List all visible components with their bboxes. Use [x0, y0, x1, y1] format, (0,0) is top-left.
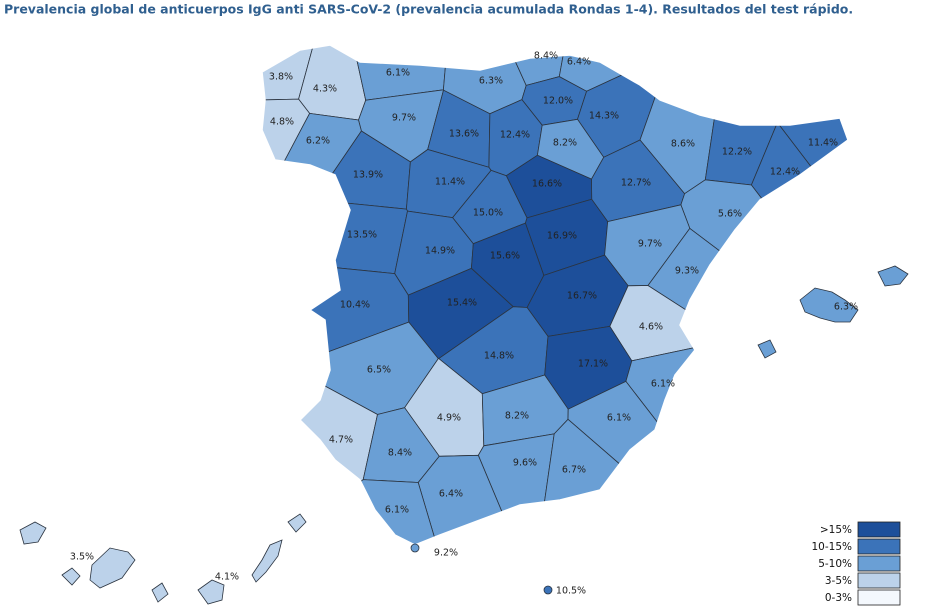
region-label: 3.8% [269, 72, 293, 83]
region-label: 11.4% [435, 177, 465, 188]
region-label: 17.1% [578, 359, 608, 370]
region-label: 15.0% [473, 208, 503, 219]
region-label: 6.3% [479, 76, 503, 87]
region-label: 13.5% [347, 230, 377, 241]
region-label: 4.7% [329, 435, 353, 446]
region-label: 8.4% [388, 448, 412, 459]
region-label: 4.9% [437, 413, 461, 424]
region-label: 16.9% [547, 231, 577, 242]
region-label: 13.6% [449, 129, 479, 140]
region-label: 12.7% [621, 178, 651, 189]
province [262, 98, 311, 340]
legend-label: 5-10% [818, 558, 852, 570]
province [262, 199, 408, 275]
region-label: 8.4% [534, 51, 558, 62]
region-label: 15.6% [490, 251, 520, 262]
region-label: 4.6% [639, 322, 663, 333]
legend-swatch [857, 538, 901, 555]
region-label: 6.1% [385, 505, 409, 516]
legend-label: 10-15% [812, 541, 853, 553]
legend-label: 0-3% [825, 592, 852, 604]
province [750, 121, 848, 409]
province [567, 380, 804, 545]
legend-label: >15% [820, 524, 852, 536]
province [262, 336, 378, 545]
region-label: 4.1% [215, 572, 239, 583]
region-label: 15.4% [447, 298, 477, 309]
region-label: 6.4% [439, 489, 463, 500]
region-label: 6.1% [386, 68, 410, 79]
region-label: 8.2% [553, 138, 577, 149]
region-label: 12.4% [770, 167, 800, 178]
region-label: 6.3% [834, 302, 858, 313]
region-label: 9.6% [513, 458, 537, 469]
mainland-outline [261, 44, 849, 546]
region-label: 14.8% [484, 351, 514, 362]
region-label: 14.9% [425, 246, 455, 257]
region-label: 16.6% [532, 179, 562, 190]
region-label: 13.9% [353, 170, 383, 181]
region-label: 9.3% [675, 266, 699, 277]
legend-swatch [857, 572, 901, 589]
region-label: 6.1% [651, 379, 675, 390]
province [680, 179, 848, 380]
region-label: 11.4% [808, 138, 838, 149]
island-region [197, 513, 307, 605]
region-label: 8.2% [505, 411, 529, 422]
region-label: 9.7% [392, 113, 416, 124]
region-label: 14.3% [589, 111, 619, 122]
islands [19, 265, 909, 605]
region-label: 6.2% [306, 136, 330, 147]
region-label: 12.2% [722, 147, 752, 158]
region-label: 8.6% [671, 139, 695, 150]
region-label: 10.4% [340, 300, 370, 311]
region-label: 12.0% [543, 96, 573, 107]
island-region [543, 585, 553, 595]
map-title: Prevalencia global de anticuerpos IgG an… [4, 2, 853, 17]
island-region [410, 543, 420, 553]
legend-label: 3-5% [825, 575, 852, 587]
legend-swatch [857, 521, 901, 538]
legend: >15% 10-15% 5-10% 3-5% 0-3% [812, 521, 901, 606]
region-labels: 3.8% 4.3% 6.1% 6.3% 8.4% 6.4% 12.0% 14.3% 9.7% 4.… [70, 51, 858, 597]
region-label: 16.7% [567, 291, 597, 302]
region-label: 4.8% [270, 117, 294, 128]
island-region [19, 521, 169, 603]
region-label: 5.6% [718, 209, 742, 220]
region-label: 4.3% [313, 84, 337, 95]
region-label: 6.4% [567, 57, 591, 68]
legend-swatch [857, 589, 901, 606]
region-label: 9.2% [434, 548, 458, 559]
province [532, 418, 790, 545]
region-label: 12.4% [500, 130, 530, 141]
island-region [757, 265, 909, 359]
region-label: 3.5% [70, 552, 94, 563]
region-label: 6.5% [367, 365, 391, 376]
region-label: 6.1% [607, 413, 631, 424]
region-label: 9.7% [638, 239, 662, 250]
region-label: 10.5% [556, 586, 586, 597]
legend-swatch [857, 555, 901, 572]
region-label: 6.7% [562, 465, 586, 476]
